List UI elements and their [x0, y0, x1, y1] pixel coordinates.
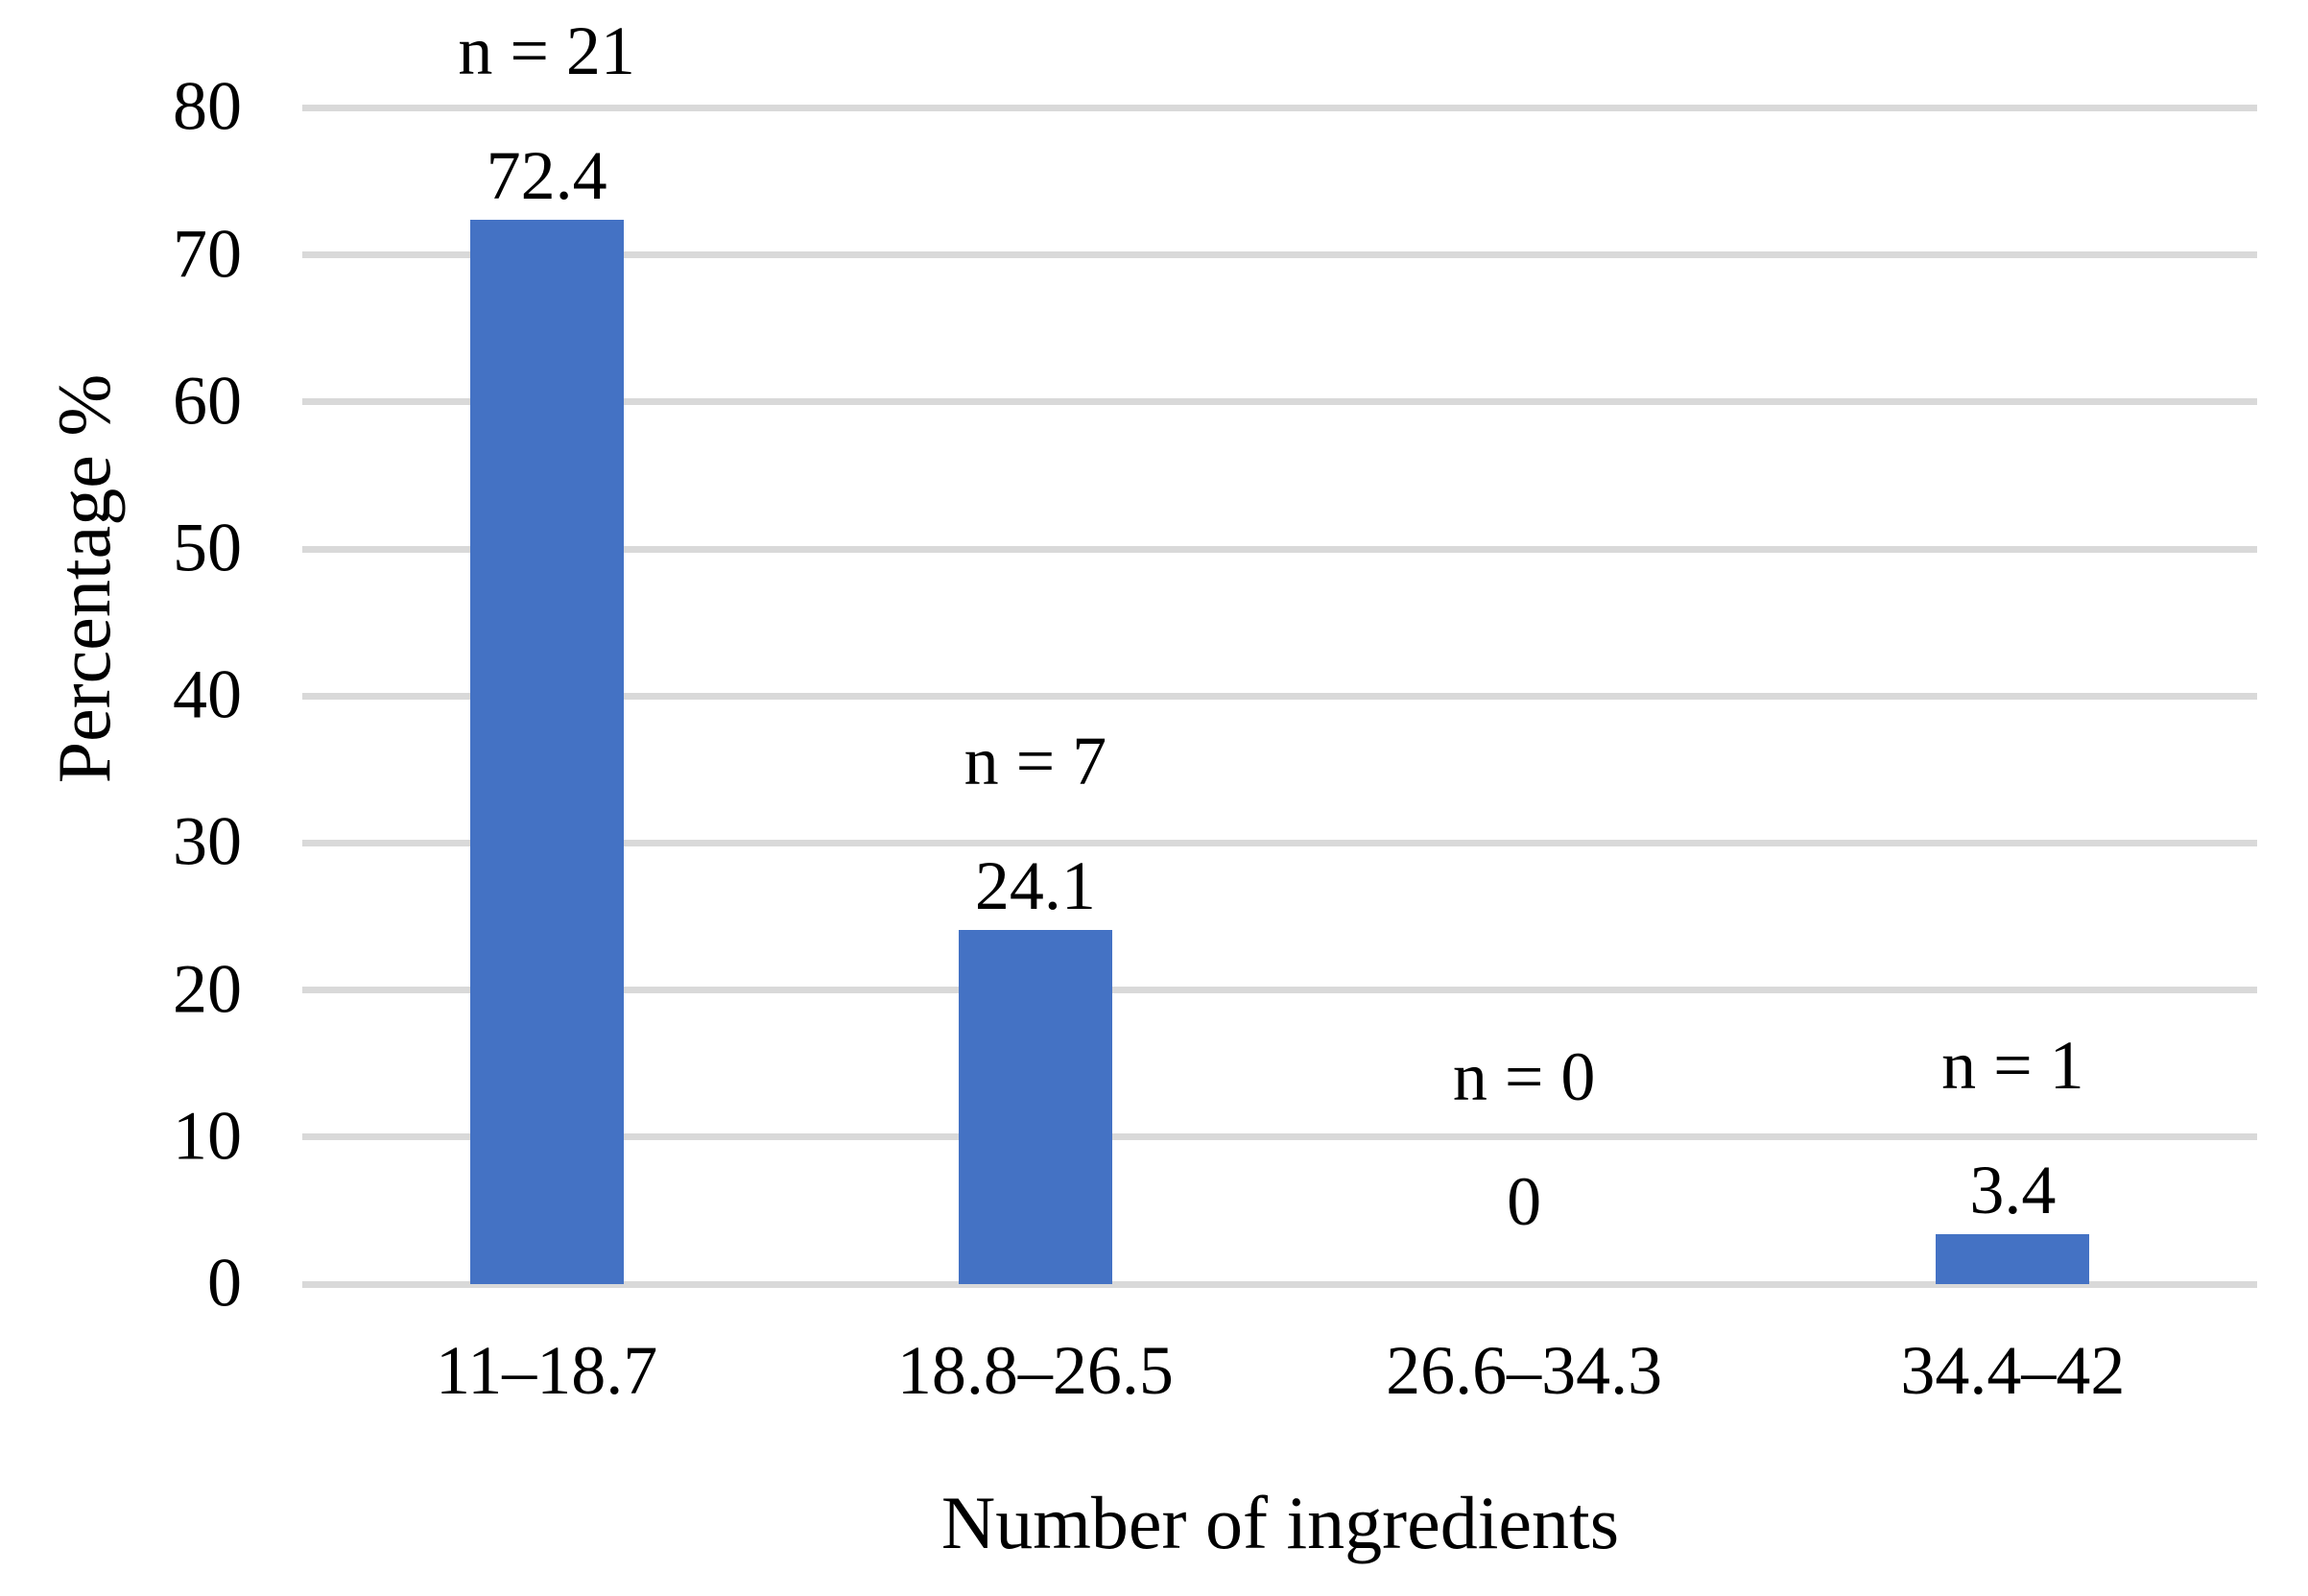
gridline — [302, 1133, 2257, 1141]
bar — [958, 929, 1112, 1284]
bar-count-label: n = 1 — [1941, 1026, 2084, 1104]
y-tick-label: 50 — [173, 509, 242, 586]
bar — [1936, 1233, 2090, 1284]
y-tick-label: 80 — [173, 67, 242, 145]
y-tick-label: 60 — [173, 362, 242, 440]
gridline — [302, 251, 2257, 259]
bar-value-label: 72.4 — [486, 136, 607, 214]
gridline — [302, 104, 2257, 111]
y-tick-label: 40 — [173, 655, 242, 733]
x-tick-label: 34.4–42 — [1900, 1332, 2126, 1409]
bar-count-label: n = 7 — [964, 722, 1107, 799]
gridline — [302, 1280, 2257, 1288]
y-tick-label: 30 — [173, 802, 242, 880]
x-axis-title: Number of ingredients — [940, 1481, 1620, 1564]
x-tick-label: 26.6–34.3 — [1386, 1332, 1663, 1409]
gridline — [302, 987, 2257, 994]
gridline — [302, 692, 2257, 700]
bar-value-label: 0 — [1507, 1163, 1542, 1240]
x-tick-label: 11–18.7 — [435, 1332, 658, 1409]
bar-count-label: n = 0 — [1452, 1038, 1596, 1115]
gridline — [302, 545, 2257, 553]
bar-value-label: 24.1 — [974, 846, 1096, 924]
gridline — [302, 839, 2257, 846]
bar-count-label: n = 21 — [458, 12, 635, 89]
x-tick-label: 18.8–26.5 — [896, 1332, 1174, 1409]
bar — [469, 219, 624, 1284]
bar-value-label: 3.4 — [1969, 1151, 2057, 1228]
gridline — [302, 398, 2257, 406]
y-tick-label: 70 — [173, 215, 242, 293]
y-axis-title: Percentage % — [42, 373, 126, 784]
y-tick-label: 20 — [173, 950, 242, 1028]
y-tick-label: 0 — [207, 1244, 242, 1322]
y-tick-label: 10 — [173, 1097, 242, 1175]
